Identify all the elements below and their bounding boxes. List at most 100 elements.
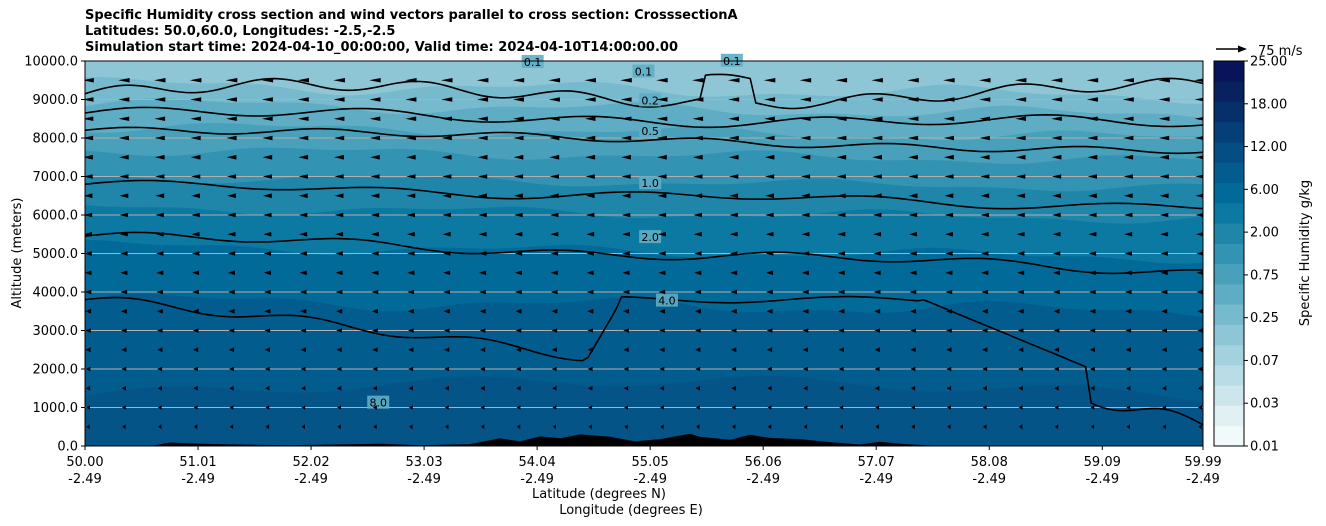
wind-vector xyxy=(802,308,809,314)
wind-vector xyxy=(1052,251,1061,256)
wind-vector xyxy=(767,405,772,410)
wind-vector xyxy=(1052,212,1061,218)
wind-vector xyxy=(154,154,165,160)
wind-vector xyxy=(586,289,594,295)
wind-vector xyxy=(1123,174,1133,179)
wind-vector xyxy=(1053,270,1060,276)
wind-vector xyxy=(263,270,271,276)
wind-vector xyxy=(443,308,450,314)
wind-vector xyxy=(979,154,990,160)
wind-vector xyxy=(1123,193,1133,199)
wind-vector xyxy=(1052,231,1061,237)
contour-0.5 xyxy=(85,126,1203,155)
wind-vector xyxy=(1018,366,1023,372)
wind-vector xyxy=(586,251,594,256)
wind-vector xyxy=(585,174,595,179)
wind-vector xyxy=(872,174,882,179)
wind-vector xyxy=(874,328,880,333)
wind-vector xyxy=(372,328,378,333)
wind-vector xyxy=(585,154,596,160)
y-axis: 0.0 1000.0 2000.0 3000.0 4000.0 5000.0 6000.0 7… xyxy=(24,55,85,455)
wind-vector xyxy=(909,251,917,256)
wind-vector xyxy=(119,212,129,218)
wind-vector xyxy=(767,385,772,391)
wind-vector xyxy=(1016,251,1025,256)
wind-vector xyxy=(692,78,704,83)
wind-vector xyxy=(838,289,845,295)
wind-vector xyxy=(944,231,953,237)
wind-vector xyxy=(1158,78,1170,83)
wind-vector xyxy=(549,154,560,160)
wind-vector xyxy=(441,116,452,121)
wind-vector xyxy=(193,366,198,372)
wind-vector xyxy=(262,193,272,199)
wind-vector xyxy=(624,424,628,430)
wind-vector xyxy=(1051,154,1062,160)
wind-vector xyxy=(838,347,844,353)
wind-vector xyxy=(979,116,991,121)
wind-vector xyxy=(372,347,378,353)
wind-vector xyxy=(1123,154,1134,160)
wind-vector xyxy=(587,328,593,333)
wind-vector xyxy=(588,405,593,410)
wind-vector xyxy=(1126,405,1131,410)
wind-vector xyxy=(621,174,631,179)
wind-vector xyxy=(980,193,990,199)
wind-vector xyxy=(1015,154,1026,160)
wind-vector xyxy=(981,251,989,256)
wind-vector xyxy=(692,135,703,141)
wind-vector xyxy=(731,405,736,410)
wind-vector xyxy=(512,97,524,102)
wind-reference-arrowhead xyxy=(1238,45,1247,53)
wind-vector xyxy=(1160,270,1168,276)
colorbar-segment xyxy=(1214,202,1244,224)
wind-vector xyxy=(1054,385,1059,391)
wind-vector xyxy=(982,385,987,391)
wind-vector xyxy=(513,116,524,121)
wind-vector xyxy=(767,366,772,372)
wind-vector xyxy=(910,366,916,372)
wind-vector xyxy=(515,328,522,333)
wind-vector xyxy=(120,289,128,295)
wind-vector xyxy=(265,366,270,372)
wind-vector xyxy=(263,212,272,218)
wind-vector xyxy=(873,231,882,237)
wind-vector xyxy=(801,270,809,276)
wind-vector xyxy=(118,116,130,121)
wind-vector xyxy=(85,231,92,237)
wind-vector xyxy=(369,97,381,102)
wind-vector xyxy=(442,231,451,237)
wind-vector xyxy=(586,212,595,218)
wind-vector xyxy=(478,193,487,199)
wind-vector xyxy=(85,78,94,83)
contour-0.2 xyxy=(85,106,1203,129)
wind-vector xyxy=(728,97,740,102)
wind-vector xyxy=(1087,174,1097,179)
wind-vector xyxy=(301,405,306,410)
wind-vector xyxy=(659,366,665,372)
wind-vector xyxy=(444,347,450,353)
wind-vector xyxy=(226,154,237,160)
wind-vector xyxy=(552,405,557,410)
chart-title-line3: Simulation start time: 2024-04-10_00:00:… xyxy=(85,40,678,55)
wind-vector xyxy=(264,347,270,353)
wind-vector xyxy=(588,424,592,430)
wind-vector xyxy=(442,193,452,199)
wind-vector xyxy=(907,78,919,83)
wind-vector xyxy=(1194,136,1203,140)
wind-vector xyxy=(1089,289,1096,295)
contour-1.0 xyxy=(85,179,1203,210)
wind-vector xyxy=(406,231,415,237)
wind-vector xyxy=(300,308,307,314)
wind-vector xyxy=(836,193,846,199)
wind-vector xyxy=(228,308,235,314)
wind-vector xyxy=(121,347,127,353)
wind-vector xyxy=(480,385,485,391)
wind-vector xyxy=(1054,424,1059,430)
wind-vector xyxy=(478,251,487,256)
wind-vector xyxy=(803,366,808,372)
wind-vector xyxy=(799,97,811,102)
wind-vector xyxy=(659,328,665,333)
wind-vector xyxy=(85,135,94,141)
x-tick-label-lon: -2.49 xyxy=(1186,472,1220,487)
